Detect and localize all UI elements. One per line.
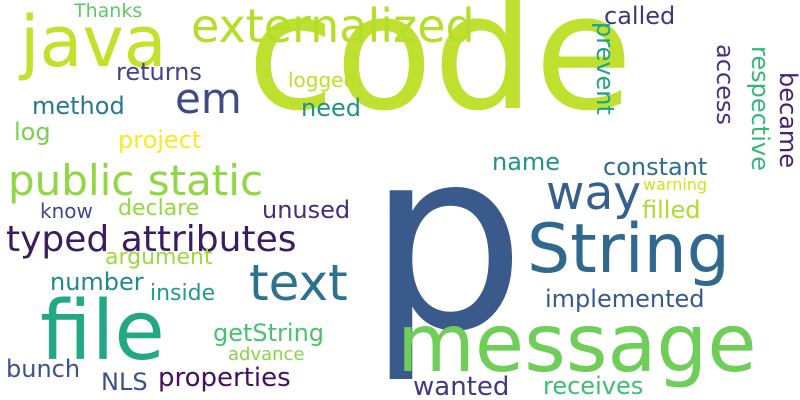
word-thanks: Thanks (74, 0, 143, 22)
word-em: em (175, 74, 242, 123)
word-inside: inside (150, 281, 216, 306)
word-argument: argument (105, 245, 213, 270)
word-message: message (397, 297, 757, 390)
word-number: number (50, 268, 144, 296)
word-way: way (546, 166, 642, 221)
word-p: p (367, 95, 526, 386)
word-file: file (40, 284, 165, 379)
word-method: method (32, 92, 125, 120)
word-returns: returns (116, 58, 202, 86)
word-became: became (774, 72, 800, 169)
word-project: project (118, 126, 202, 154)
word-properties: properties (158, 363, 291, 393)
word-unused: unused (262, 196, 351, 224)
word-getstring: getString (213, 319, 325, 347)
word-wanted: wanted (413, 372, 510, 400)
word-respective: respective (746, 46, 774, 171)
word-logged: logged (288, 68, 357, 92)
word-typed-attributes: typed attributes (6, 219, 297, 260)
word-access: access (711, 44, 739, 125)
word-receives: receives (543, 372, 644, 400)
word-name: name (492, 148, 561, 176)
word-filled: filled (642, 196, 701, 224)
word-advance: advance (228, 344, 305, 365)
word-know: know (40, 199, 93, 223)
word-text: text (249, 254, 348, 312)
word-externalized: externalized (191, 0, 475, 53)
word-nls: NLS (101, 368, 148, 396)
word-java: java (20, 1, 167, 83)
word-prevent: prevent (591, 22, 619, 115)
word-constant: constant (603, 153, 708, 181)
word-log: log (14, 118, 51, 146)
word-bunch: bunch (6, 355, 81, 383)
word-string: String (527, 210, 730, 289)
word-called: called (604, 2, 676, 30)
word-declare: declare (118, 196, 200, 221)
word-code: code (247, 0, 633, 146)
word-need: need (301, 94, 361, 122)
word-implemented: implemented (545, 285, 705, 313)
word-public-static: public static (8, 156, 264, 205)
word-warning: warning (643, 175, 708, 194)
